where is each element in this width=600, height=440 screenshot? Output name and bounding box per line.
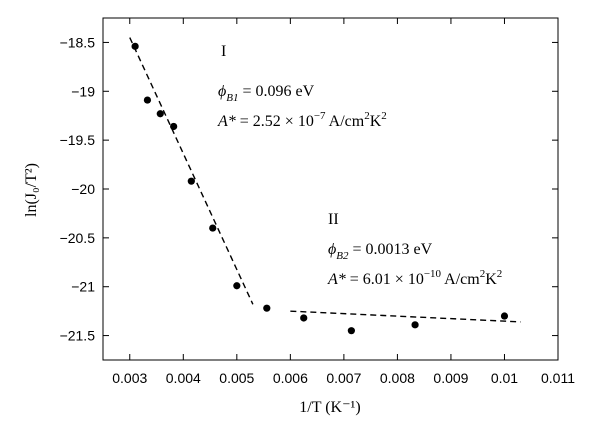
- y-tick-label: −19: [71, 83, 95, 99]
- data-points: [131, 42, 509, 335]
- x-tick-label: 0.005: [219, 370, 254, 386]
- x-tick-label: 0.009: [433, 370, 468, 386]
- y-tick-label: −20: [71, 181, 95, 197]
- fit-line: [129, 37, 254, 305]
- data-point: [263, 304, 271, 312]
- region-2-label: II: [328, 211, 339, 228]
- x-tick-label: 0.006: [273, 370, 308, 386]
- x-tick-label: 0.008: [380, 370, 415, 386]
- x-tick-label: 0.003: [112, 370, 147, 386]
- y-tick-label: −19.5: [60, 132, 96, 148]
- data-point: [143, 96, 152, 104]
- x-axis-title: 1/T (K⁻¹): [299, 399, 360, 416]
- fit-lines: [129, 37, 521, 323]
- data-point: [411, 321, 419, 329]
- data-point: [500, 312, 509, 320]
- x-tick-label: 0.004: [166, 370, 201, 386]
- region-1-label: I: [221, 43, 226, 60]
- data-point: [300, 314, 308, 322]
- plot-frame: [102, 17, 559, 361]
- x-axis-ticks: 0.003 0.004 0.005 0.006 0.007 0.008 0.009 0.01 0…: [112, 18, 575, 386]
- region-2-richardson: A* = 6.01 × 10−10 A/cm2K2: [327, 268, 502, 288]
- data-point: [131, 42, 139, 50]
- y-tick-label: −21.5: [60, 328, 96, 344]
- y-tick-label: −20.5: [60, 230, 96, 246]
- region-1-phi: ϕB1 = 0.096 eV: [218, 83, 315, 104]
- x-tick-label: 0.011: [541, 370, 575, 386]
- y-tick-label: −21: [71, 279, 95, 295]
- data-point: [233, 282, 241, 290]
- y-tick-label: −18.5: [60, 34, 96, 50]
- x-tick-label: 0.007: [326, 370, 361, 386]
- data-point: [209, 224, 217, 232]
- fit-line: [290, 310, 521, 323]
- data-point: [156, 110, 164, 118]
- data-point: [347, 327, 355, 335]
- region-2-phi: ϕB2 = 0.0013 eV: [328, 241, 433, 262]
- data-point: [170, 122, 178, 131]
- y-axis-ticks: −18.5 −19 −19.5 −20 −20.5 −21 −21.5: [60, 34, 558, 344]
- y-axis-title: ln(J₀/T²): [23, 163, 40, 217]
- data-point: [187, 177, 195, 185]
- x-tick-label: 0.01: [491, 370, 518, 386]
- region-1-richardson: A* = 2.52 × 10−7 A/cm2K2: [217, 110, 387, 130]
